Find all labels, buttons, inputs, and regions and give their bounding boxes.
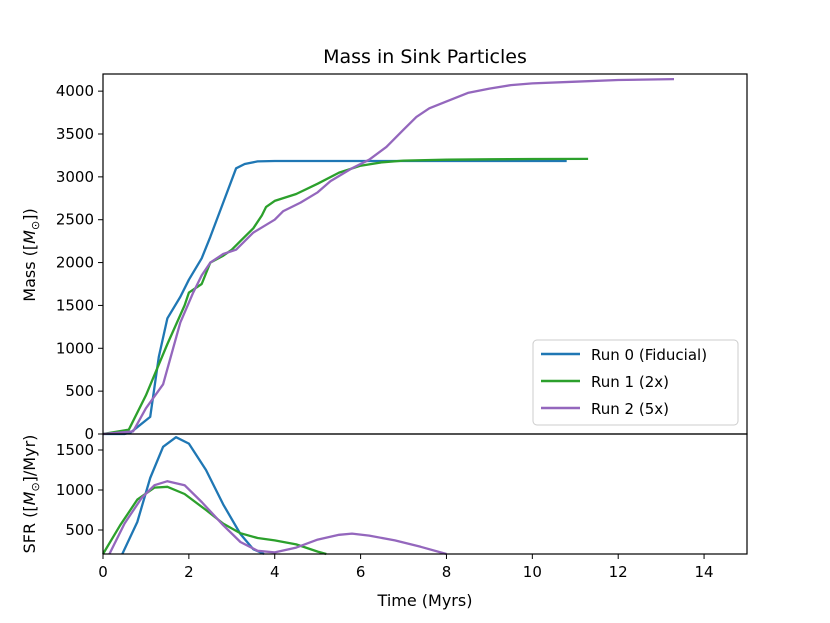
bottom-y-tick-label: 1500 bbox=[56, 441, 94, 459]
x-tick-label: 10 bbox=[523, 563, 542, 581]
top-y-tick-label: 3500 bbox=[56, 125, 94, 143]
top-y-tick-label: 2000 bbox=[56, 254, 94, 272]
top-series-run1 bbox=[102, 157, 589, 436]
bottom-y-label-symbol: M bbox=[20, 491, 39, 505]
chart-title: Mass in Sink Particles bbox=[323, 46, 527, 68]
top-y-tick-label: 3000 bbox=[56, 168, 94, 186]
x-tick-label: 2 bbox=[184, 563, 194, 581]
svg-text:Mass ([M⊙]): Mass ([M⊙]) bbox=[20, 208, 42, 301]
top-series-run2 bbox=[102, 77, 675, 436]
x-tick-label: 14 bbox=[695, 563, 714, 581]
top-series-lines bbox=[102, 77, 675, 436]
top-y-tick-label: 0 bbox=[84, 425, 94, 443]
bottom-y-label-sub: ⊙ bbox=[29, 482, 42, 491]
x-axis-label: Time (Myrs) bbox=[377, 591, 473, 610]
bottom-plot-frame bbox=[102, 433, 748, 555]
top-series-run0 bbox=[103, 159, 567, 436]
x-tick-label: 6 bbox=[356, 563, 366, 581]
legend: Run 0 (Fiducial) Run 1 (2x) Run 2 (5x) bbox=[532, 339, 739, 426]
bottom-x-ticks: 0 2 4 6 8 10 12 14 bbox=[98, 554, 714, 581]
x-tick-label: 8 bbox=[442, 563, 452, 581]
top-y-label-text: Mass ([ bbox=[20, 244, 39, 302]
legend-label-run2: Run 2 (5x) bbox=[591, 400, 669, 418]
bottom-y-axis-label: SFR ([M⊙]/Myr) bbox=[20, 435, 42, 554]
x-tick-label: 12 bbox=[609, 563, 628, 581]
top-y-label-end: ]) bbox=[20, 208, 39, 220]
top-y-axis-label: Mass ([M⊙]) bbox=[20, 208, 42, 301]
bottom-y-ticks: 500 1000 1500 bbox=[56, 441, 103, 539]
bottom-y-tick-label: 1000 bbox=[56, 481, 94, 499]
x-tick-label: 4 bbox=[270, 563, 280, 581]
top-y-tick-label: 1000 bbox=[56, 339, 94, 357]
svg-text:SFR ([M⊙]/Myr): SFR ([M⊙]/Myr) bbox=[20, 435, 42, 554]
bottom-series-run1 bbox=[102, 485, 327, 556]
legend-box bbox=[532, 339, 739, 426]
top-y-tick-label: 4000 bbox=[56, 82, 94, 100]
bottom-series-run2 bbox=[108, 480, 447, 556]
top-y-ticks: 0 500 1000 1500 2000 2500 3000 3500 4000 bbox=[56, 82, 103, 443]
legend-label-run0: Run 0 (Fiducial) bbox=[591, 346, 707, 364]
top-y-label-sub: ⊙ bbox=[29, 221, 42, 230]
top-y-tick-label: 2500 bbox=[56, 211, 94, 229]
bottom-y-label-text: SFR ([ bbox=[20, 505, 39, 553]
top-y-label-symbol: M bbox=[20, 230, 39, 244]
legend-label-run1: Run 1 (2x) bbox=[591, 373, 669, 391]
bottom-series-lines bbox=[102, 436, 447, 556]
top-y-tick-label: 500 bbox=[65, 382, 94, 400]
bottom-y-label-end: ]/Myr) bbox=[20, 435, 39, 483]
x-tick-label: 0 bbox=[98, 563, 108, 581]
bottom-y-tick-label: 500 bbox=[65, 521, 94, 539]
top-y-tick-label: 1500 bbox=[56, 296, 94, 314]
